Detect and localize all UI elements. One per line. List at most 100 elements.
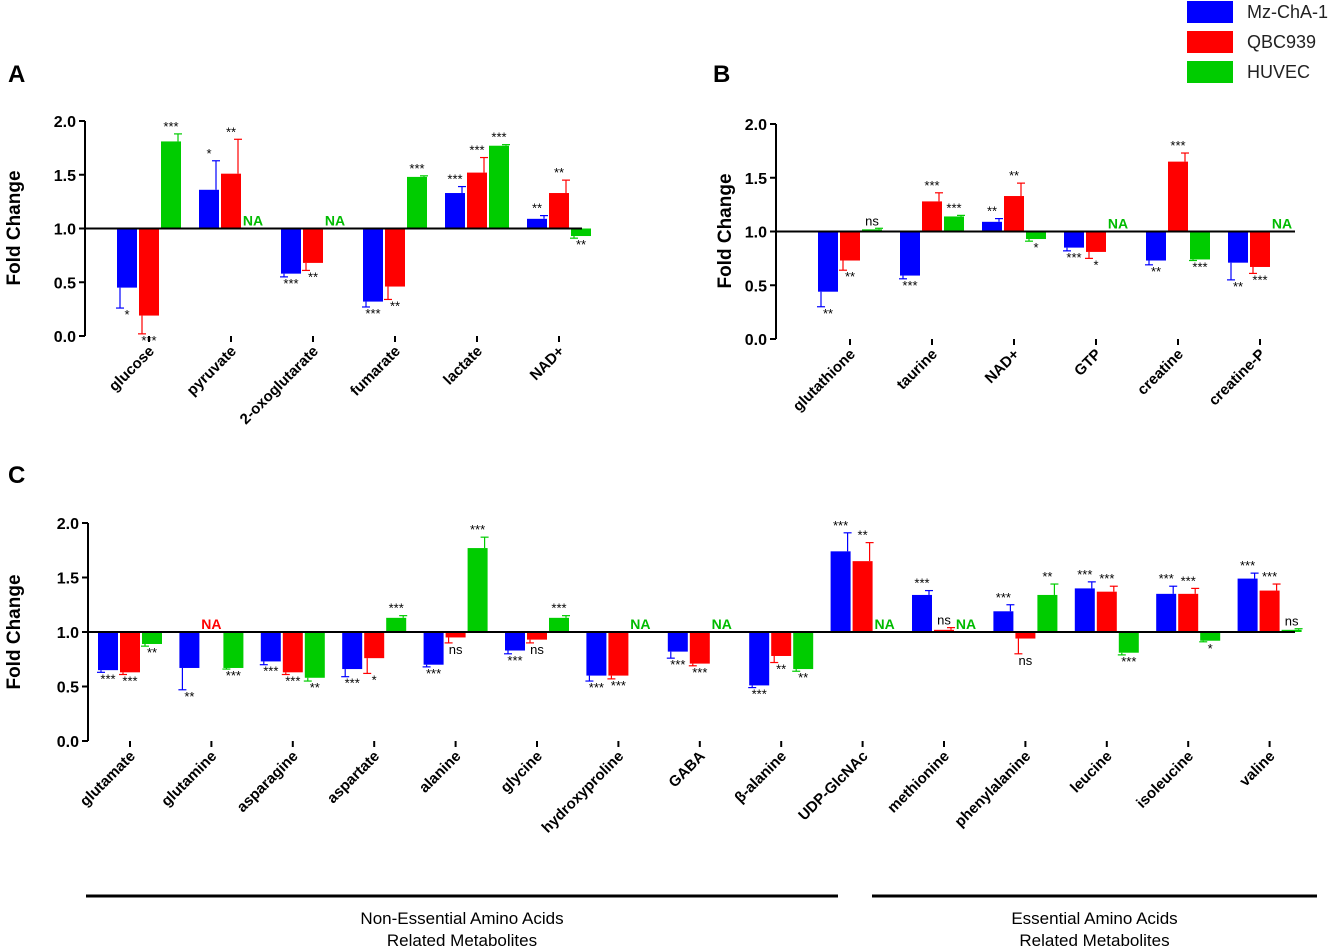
y-tick-label: 1.5 <box>57 571 79 588</box>
significance-label: *** <box>163 119 178 134</box>
significance-label: *** <box>345 676 360 691</box>
bar <box>818 231 838 292</box>
bar <box>1228 231 1248 263</box>
significance-label: * <box>1033 240 1038 255</box>
x-tick-label: fumarate <box>347 343 404 400</box>
y-tick-label: 0.0 <box>745 332 767 349</box>
x-tick-label: UDP-GlcNAc <box>795 748 871 824</box>
significance-label: *** <box>426 666 441 681</box>
significance-label: *** <box>1099 571 1114 586</box>
bar <box>571 228 591 237</box>
significance-label: *** <box>285 674 300 689</box>
significance-label: *** <box>1262 569 1277 584</box>
x-tick-label: NAD+ <box>527 343 568 384</box>
significance-label: *** <box>491 130 506 145</box>
significance-label: ** <box>576 237 586 252</box>
y-tick-label: 0.0 <box>54 329 76 346</box>
y-tick-label: 1.0 <box>745 225 767 242</box>
bar <box>1156 593 1177 632</box>
significance-label: ** <box>554 165 564 180</box>
y-tick-label: 0.5 <box>57 680 79 697</box>
significance-label: *** <box>752 687 767 702</box>
bar <box>689 632 710 664</box>
legend-swatch-3 <box>1187 61 1233 83</box>
significance-label: *** <box>469 143 484 158</box>
bar <box>993 611 1014 632</box>
significance-label: *** <box>1170 138 1185 153</box>
bar <box>862 229 882 232</box>
x-tick-label: valine <box>1236 748 1278 790</box>
x-tick-label: phenylalanine <box>951 748 1034 831</box>
significance-label: *** <box>833 518 848 533</box>
significance-label: *** <box>226 668 241 683</box>
significance-label: *** <box>946 200 961 215</box>
bar <box>423 632 444 665</box>
panel-label-b: B <box>713 61 730 88</box>
bar <box>139 228 159 316</box>
significance-label: * <box>372 672 377 687</box>
significance-label: ** <box>184 689 194 704</box>
x-tick-label: 2-oxoglutarate <box>237 343 322 428</box>
significance-label: ** <box>1151 264 1161 279</box>
bar <box>900 231 920 276</box>
significance-label: *** <box>470 522 485 537</box>
bar <box>221 173 241 229</box>
legend: Mz-ChA-1 QBC939 HUVEC <box>1187 1 1328 83</box>
y-axis-label-c: Fold Change <box>4 574 25 689</box>
bar <box>749 632 770 686</box>
na-label: NA <box>1108 216 1128 232</box>
x-tick-label: asparagine <box>234 748 302 816</box>
bar <box>489 145 509 229</box>
group-label-2-line-1: Essential Amino Acids <box>1011 909 1177 928</box>
bar <box>199 189 219 229</box>
bar <box>282 632 303 673</box>
significance-label: *** <box>409 161 424 176</box>
x-tick-label: glutamate <box>77 748 139 810</box>
bar <box>117 228 137 288</box>
bar <box>505 632 525 651</box>
bar <box>1064 231 1084 248</box>
significance-label: *** <box>902 278 917 293</box>
bar <box>1200 632 1221 641</box>
y-tick-label: 0.5 <box>745 278 767 295</box>
bar <box>223 632 244 668</box>
bar <box>1237 578 1258 632</box>
significance-label: *** <box>1181 573 1196 588</box>
legend-swatch-2 <box>1187 31 1233 53</box>
bar <box>549 193 569 229</box>
panel-label-a: A <box>8 61 25 88</box>
significance-label: *** <box>507 653 522 668</box>
bar <box>1074 588 1095 632</box>
bar <box>303 228 323 263</box>
significance-label: *** <box>996 590 1011 605</box>
na-label: NA <box>712 616 732 632</box>
significance-label: * <box>206 146 211 161</box>
significance-label: *** <box>365 306 380 321</box>
bar <box>1015 632 1036 639</box>
na-label: NA <box>1272 216 1292 232</box>
bar <box>342 632 363 670</box>
bar <box>98 632 118 671</box>
bar <box>445 193 465 229</box>
bar <box>1037 594 1058 632</box>
bar <box>1250 231 1270 267</box>
bar <box>386 617 407 632</box>
bar <box>852 561 873 632</box>
significance-label: ** <box>823 306 833 321</box>
group-label-2-line-2: Related Metabolites <box>1019 931 1169 950</box>
significance-label: *** <box>670 657 685 672</box>
x-tick-label: alanine <box>416 748 465 797</box>
significance-label: *** <box>1240 558 1255 573</box>
bar <box>120 632 140 673</box>
significance-label: ns <box>937 613 951 628</box>
bar <box>527 632 547 640</box>
panel-label-c: C <box>8 462 25 489</box>
significance-label: ** <box>798 670 808 685</box>
bar <box>142 632 162 644</box>
significance-label: *** <box>447 172 462 187</box>
bar <box>1026 231 1046 240</box>
bar <box>1118 632 1139 653</box>
bar <box>1146 231 1166 261</box>
